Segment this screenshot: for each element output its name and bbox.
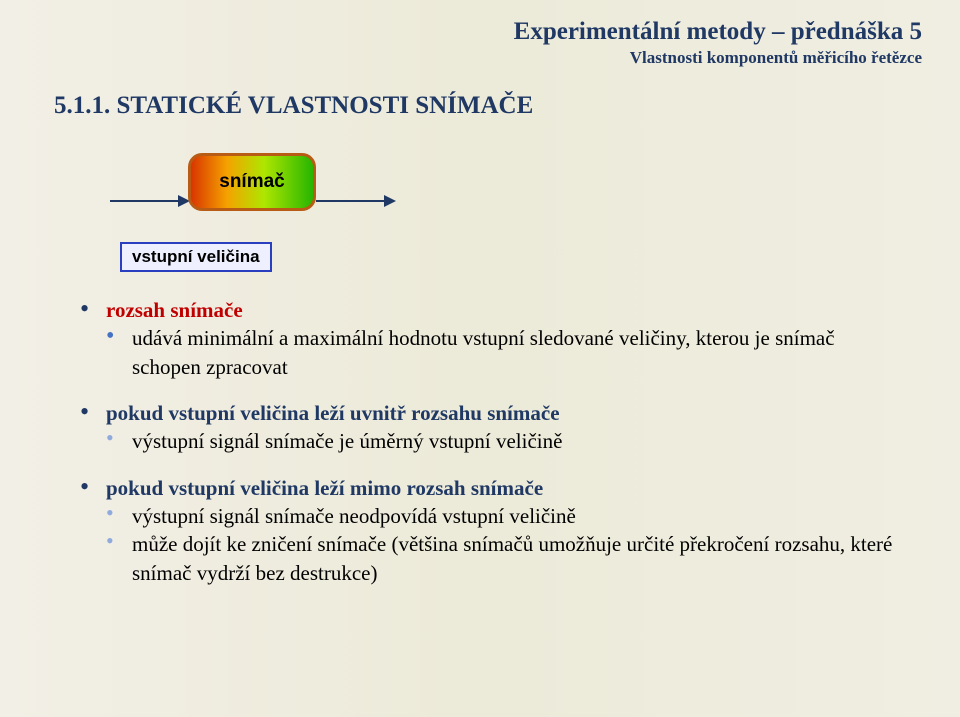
bullet-inside: pokud vstupní veličina leží uvnitř rozsa… xyxy=(80,399,900,456)
slide: Experimentální metody – přednáška 5 Vlas… xyxy=(0,0,960,717)
input-variable-box: vstupní veličina xyxy=(120,242,272,272)
bullet-inside-sub: výstupní signál snímače je úměrný vstupn… xyxy=(106,427,900,455)
section-number: 5.1.1. STATICKÉ VLASTNOSTI SNÍMAČE xyxy=(54,92,533,120)
bullet-outside-sub2: může dojít ke zničení snímače (většina s… xyxy=(106,530,900,587)
arrow-output-icon xyxy=(316,193,396,209)
sensor-label: snímač xyxy=(219,171,284,193)
bullet-outside: pokud vstupní veličina leží mimo rozsah … xyxy=(80,474,900,587)
input-variable-label: vstupní veličina xyxy=(132,247,260,266)
content: rozsah snímače udává minimální a maximál… xyxy=(80,296,900,605)
arrow-input-icon xyxy=(110,193,190,209)
bullet-inside-text: pokud vstupní veličina leží uvnitř rozsa… xyxy=(106,401,560,425)
header-title: Experimentální metody – přednáška 5 xyxy=(514,18,922,46)
header-subtitle: Vlastnosti komponentů měřicího řetězce xyxy=(514,48,922,68)
sensor-box: snímač xyxy=(188,153,316,211)
header: Experimentální metody – přednáška 5 Vlas… xyxy=(514,18,922,68)
bullet-rozsah: rozsah snímače udává minimální a maximál… xyxy=(80,296,900,381)
bullet-rozsah-text: rozsah snímače xyxy=(106,298,243,322)
bullet-outside-text: pokud vstupní veličina leží mimo rozsah … xyxy=(106,476,543,500)
bullet-outside-sub1: výstupní signál snímače neodpovídá vstup… xyxy=(106,502,900,530)
bullet-rozsah-desc: udává minimální a maximální hodnotu vstu… xyxy=(106,324,900,381)
